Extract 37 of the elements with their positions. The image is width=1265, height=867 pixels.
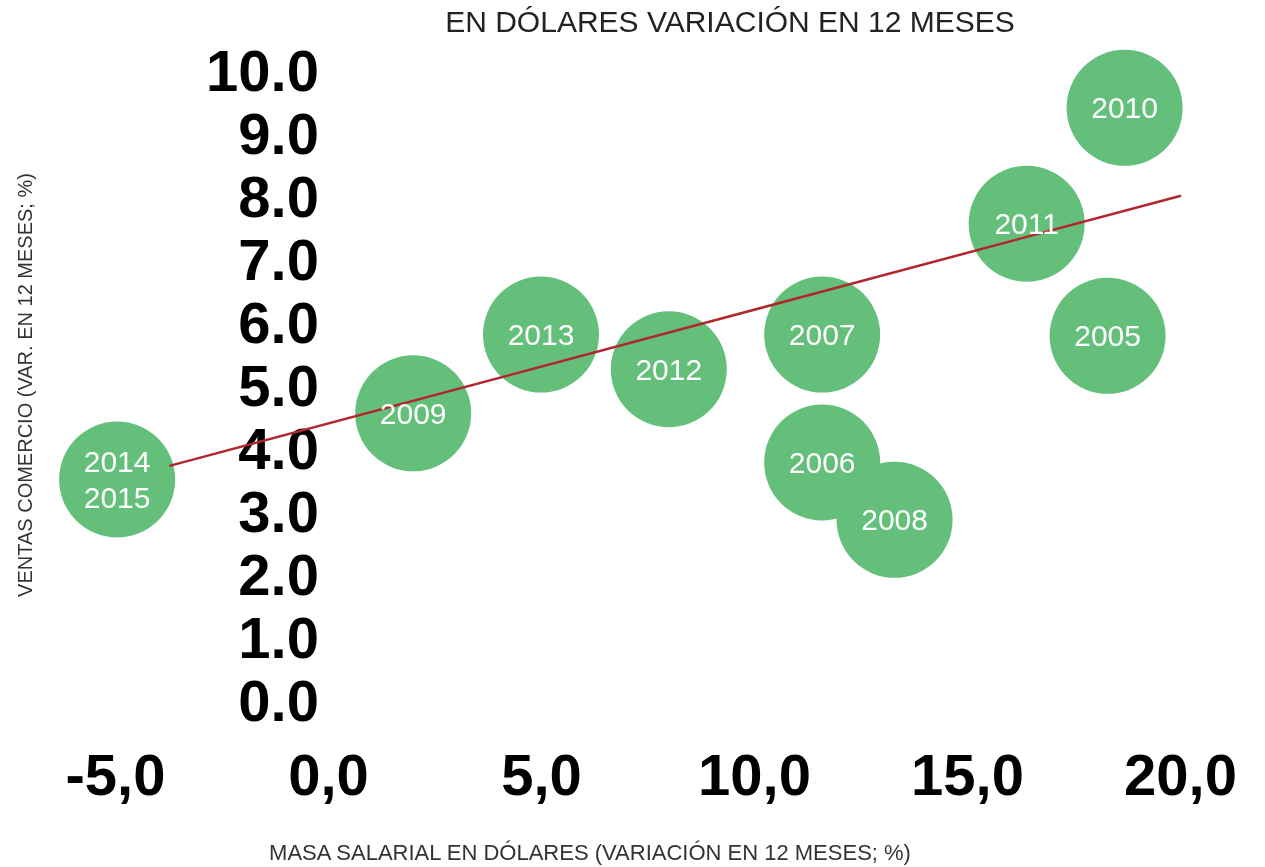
y-axis-title: VENTAS COMERCIO (VAR. EN 12 MESES; %) (14, 173, 36, 597)
x-tick-label: 15,0 (911, 742, 1024, 808)
x-tick-label: 10,0 (698, 742, 811, 808)
annotation: 2013 (507, 318, 575, 352)
annotation: 2008 (861, 503, 928, 537)
x-tick-label: 0,0 (288, 742, 369, 808)
y-tick-label: 0.0 (238, 668, 319, 734)
y-tick-label: 4.0 (238, 416, 319, 482)
y-tick-label: 1.0 (238, 605, 319, 671)
y-tick-label: 8.0 (238, 164, 319, 230)
chart-title: EN DÓLARES VARIACIÓN EN 12 MESES (445, 5, 1015, 38)
point (1066, 49, 1183, 166)
annotation: 2009 (379, 396, 447, 430)
y-tick-label: 6.0 (238, 290, 319, 356)
point (1049, 277, 1166, 394)
y-tick-label: 10.0 (206, 38, 319, 104)
point (610, 311, 727, 428)
point (968, 165, 1085, 282)
x-tick-label: 5,0 (501, 742, 582, 808)
annotation: 2010 (1091, 91, 1158, 125)
annotation: 2012 (635, 352, 703, 386)
x-tick-label: -5,0 (65, 742, 166, 808)
y-tick-label: 9.0 (238, 101, 319, 167)
y-tick-label: 3.0 (238, 479, 319, 545)
y-tick-label: 7.0 (238, 227, 319, 293)
x-tick-label: 20,0 (1124, 742, 1237, 808)
point (355, 355, 472, 472)
annotation: 2011 (994, 207, 1059, 241)
point (483, 276, 599, 393)
point (764, 276, 881, 393)
annotation: 2007 (788, 318, 856, 352)
annotation: 2006 (788, 445, 856, 479)
y-tick-label: 5.0 (238, 353, 319, 419)
x-axis-title: MASA SALARIAL EN DÓLARES (VARIACIÓN EN 12 MESES; %) (269, 840, 911, 865)
annotation: 2014 2015 (83, 445, 151, 514)
annotation: 2005 (1074, 319, 1141, 353)
y-tick-label: 2.0 (238, 542, 319, 608)
